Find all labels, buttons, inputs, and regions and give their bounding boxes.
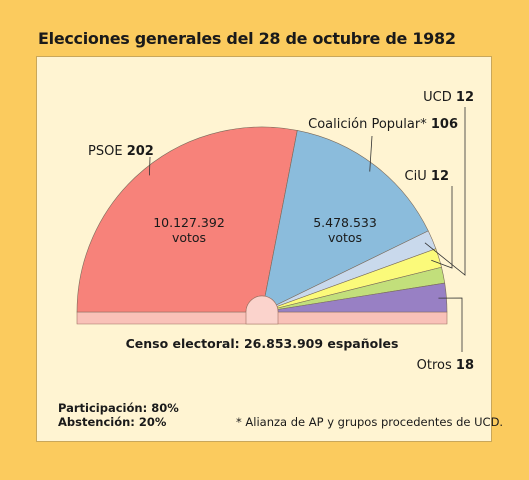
leader-ciu [431,186,453,269]
label-ucd: UCD 12 [423,90,474,105]
footnote-text: * Alianza de AP y grupos procedentes de … [236,415,503,429]
label-psoe: PSOE 202 [88,144,154,159]
psoe-votes-unit: votos [172,230,206,245]
label-cp-seats: 106 [431,117,458,132]
cp-votes-unit: votos [328,230,362,245]
label-ucd-name: UCD [423,90,452,105]
label-cp: Coalición Popular* 106 [308,117,458,132]
participation-text: Participación: 80% [58,401,179,415]
chart-hub [245,295,279,325]
label-ciu-seats: 12 [431,169,449,184]
label-ciu: CiU 12 [405,169,449,184]
leader-ucd [424,107,466,276]
label-ciu-name: CiU [405,169,427,184]
abstention-text: Abstención: 20% [58,415,167,429]
chart-title: Elecciones generales del 28 de octubre d… [38,29,456,48]
leader-cp [369,135,373,172]
psoe-votes: 10.127.392 [153,215,225,230]
cp-votes: 5.478.533 [313,215,377,230]
census-text: Censo electoral: 26.853.909 españoles [126,336,399,351]
label-otros-seats: 18 [456,358,474,373]
leader-otros [438,297,463,352]
label-ucd-seats: 12 [456,90,474,105]
leader-psoe [149,156,151,176]
label-otros: Otros 18 [417,358,474,373]
label-psoe-seats: 202 [127,144,154,159]
label-cp-name: Coalición Popular* [308,117,427,132]
label-psoe-name: PSOE [88,144,123,159]
label-otros-name: Otros [417,358,452,373]
